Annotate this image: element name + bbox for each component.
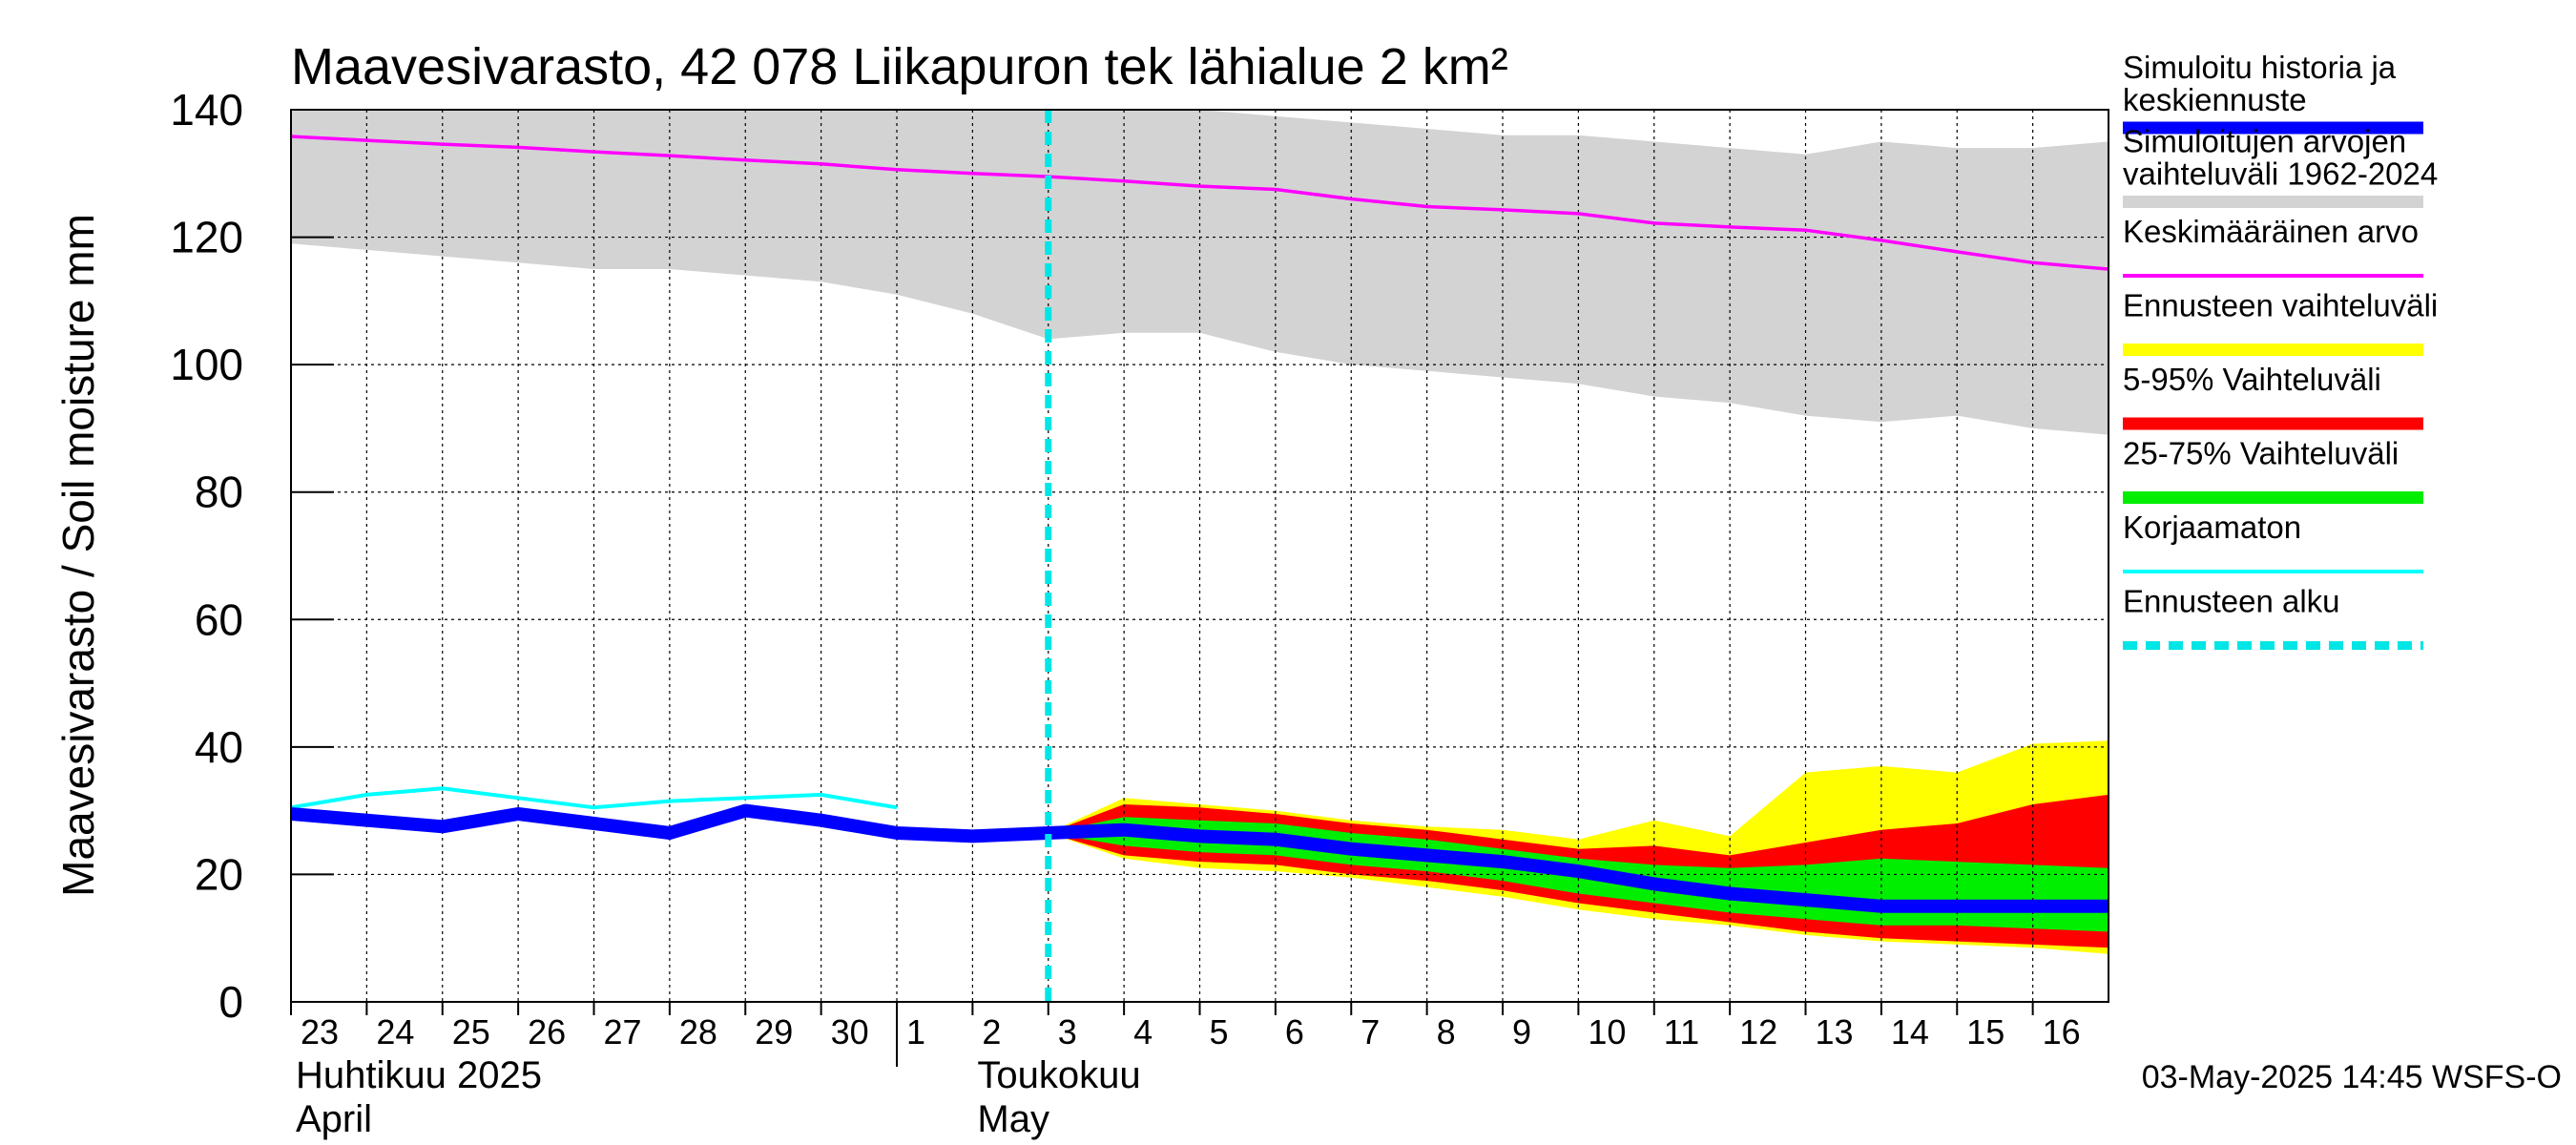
x-tick-label: 6: [1285, 1012, 1304, 1051]
legend-label: keskiennuste: [2123, 82, 2307, 117]
x-tick-label: 27: [604, 1012, 642, 1051]
y-tick-label: 140: [170, 85, 243, 135]
legend-label: Simuloitu historia ja: [2123, 50, 2397, 85]
legend-label: Keskimääräinen arvo: [2123, 214, 2419, 249]
x-tick-label: 11: [1664, 1012, 1699, 1051]
x-tick-label: 3: [1058, 1012, 1077, 1051]
x-tick-label: 4: [1133, 1012, 1153, 1051]
month-label: Toukokuu: [977, 1054, 1140, 1096]
x-tick-label: 14: [1891, 1012, 1929, 1051]
chart-title: Maavesivarasto, 42 078 Liikapuron tek lä…: [291, 38, 1508, 95]
x-tick-label: 13: [1816, 1012, 1854, 1051]
x-tick-label: 10: [1588, 1012, 1626, 1051]
legend-label: Korjaamaton: [2123, 510, 2301, 545]
y-tick-label: 80: [195, 468, 243, 517]
x-tick-label: 7: [1361, 1012, 1380, 1051]
legend: Simuloitu historia jakeskiennusteSimuloi…: [2123, 50, 2438, 650]
x-tick-label: 29: [755, 1012, 793, 1051]
series-lines: [291, 110, 2109, 1002]
y-tick-label: 60: [195, 594, 243, 644]
y-tick-labels: 0 20 40 60 80 100 120 140: [170, 85, 243, 1027]
legend-label: 5-95% Vaihteluväli: [2123, 362, 2381, 397]
legend-item-mean: Keskimääräinen arvo: [2123, 214, 2423, 278]
x-tick-label: 30: [831, 1012, 869, 1051]
x-tick-label: 2: [982, 1012, 1001, 1051]
y-tick-label: 40: [195, 722, 243, 772]
mean-line: [291, 135, 2109, 271]
x-tick-label: 28: [679, 1012, 717, 1051]
x-tick-label: 12: [1739, 1012, 1777, 1051]
legend-label: Ennusteen alku: [2123, 584, 2340, 619]
footer-timestamp: 03-May-2025 14:45 WSFS-O: [2142, 1059, 2562, 1095]
x-tick-label: 25: [452, 1012, 490, 1051]
legend-label: vaihteluväli 1962-2024: [2123, 156, 2438, 192]
y-axis-label: Maavesivarasto / Soil moisture mm: [53, 214, 103, 897]
month-label-english: April: [296, 1098, 372, 1140]
legend-item-p25_75: 25-75% Vaihteluväli: [2123, 436, 2423, 504]
legend-item-p5_95: 5-95% Vaihteluväli: [2123, 362, 2423, 430]
x-tick-label: 23: [301, 1012, 339, 1051]
x-tick-label: 5: [1210, 1012, 1229, 1051]
grid-lines: [291, 110, 2109, 1002]
uncorrected-line: [291, 786, 898, 810]
x-tick-label: 24: [376, 1012, 414, 1051]
plot-area: [291, 110, 2109, 1002]
x-tick-label: 8: [1437, 1012, 1456, 1051]
y-tick-label: 0: [218, 977, 243, 1027]
legend-label: Ennusteen vaihteluväli: [2123, 288, 2438, 323]
month-label: Huhtikuu 2025: [296, 1054, 542, 1096]
legend-item-fc_start: Ennusteen alku: [2123, 584, 2423, 650]
x-tick-label: 16: [2043, 1012, 2081, 1051]
y-tick-label: 20: [195, 849, 243, 899]
legend-label: Simuloitujen arvojen: [2123, 124, 2406, 159]
y-tick-label: 100: [170, 340, 243, 389]
axes: [290, 109, 2109, 1067]
history-forecast-line: [291, 803, 2109, 913]
x-tick-label: 1: [906, 1012, 925, 1051]
y-tick-label: 120: [170, 213, 243, 262]
x-tick-label: 9: [1512, 1012, 1531, 1051]
x-tick-labels: 23 24 25 26 27 28 29 30 1 2 3 4 5 6 7 8 9 10 11 12 13 14 15 16: [301, 1012, 2081, 1051]
month-label-english: May: [977, 1098, 1049, 1140]
legend-item-fc_range: Ennusteen vaihteluväli: [2123, 288, 2438, 356]
legend-label: 25-75% Vaihteluväli: [2123, 436, 2399, 471]
legend-item-raw: Korjaamaton: [2123, 510, 2423, 573]
x-tick-label: 26: [528, 1012, 566, 1051]
x-tick-label: 15: [1966, 1012, 2005, 1051]
